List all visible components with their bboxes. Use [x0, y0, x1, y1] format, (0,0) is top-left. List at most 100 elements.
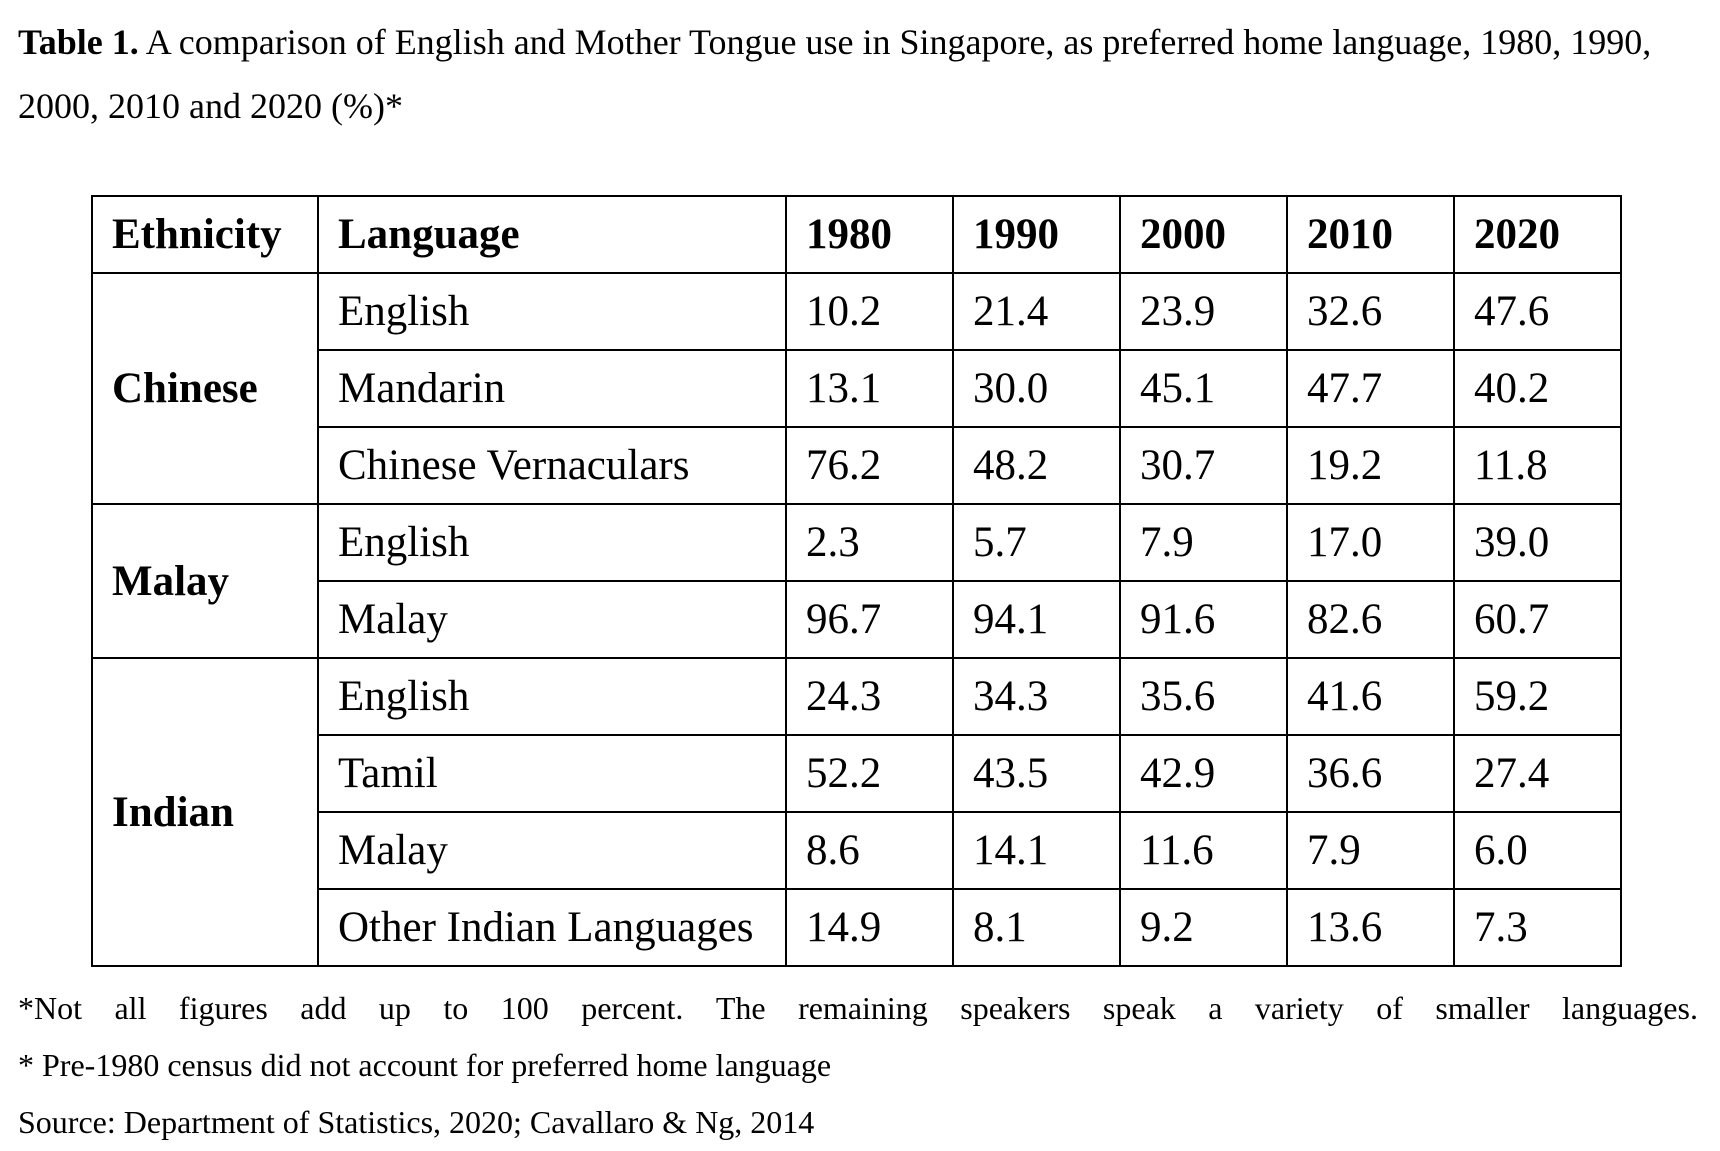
language-cell: Tamil [317, 734, 787, 813]
column-header: 2020 [1453, 195, 1622, 274]
table-row: Tamil 52.2 43.5 42.9 36.6 27.4 [92, 734, 1622, 813]
value-cell: 35.6 [1119, 657, 1288, 736]
value-cell: 76.2 [785, 426, 954, 505]
value-cell: 17.0 [1286, 503, 1455, 582]
value-cell: 94.1 [952, 580, 1121, 659]
value-cell: 23.9 [1119, 272, 1288, 351]
table-caption: Table 1. A comparison of English and Mot… [18, 10, 1698, 138]
value-cell: 59.2 [1453, 657, 1622, 736]
note-word: up [378, 990, 411, 1026]
table-row: Indian English 24.3 34.3 35.6 41.6 59.2 [91, 657, 1622, 967]
value-cell: 6.0 [1453, 811, 1622, 890]
language-table: Ethnicity Language 1980 1990 2000 2010 2020 Ch… [91, 195, 1622, 967]
table-row: Mandarin 13.1 30.0 45.1 47.7 40.2 [92, 349, 1622, 428]
value-cell: 11.8 [1453, 426, 1622, 505]
value-cell: 39.0 [1453, 503, 1622, 582]
value-cell: 60.7 [1453, 580, 1622, 659]
value-cell: 8.1 [952, 888, 1121, 967]
value-cell: 47.7 [1286, 349, 1455, 428]
ethnicity-cell: Chinese [91, 272, 319, 505]
value-cell: 30.0 [952, 349, 1121, 428]
value-cell: 45.1 [1119, 349, 1288, 428]
table-row: Malay 96.7 94.1 91.6 82.6 60.7 [92, 580, 1622, 659]
language-cell: Other Indian Languages [317, 888, 787, 967]
note-word: remaining [798, 990, 928, 1026]
note-word: speak [1102, 990, 1176, 1026]
value-cell: 14.9 [785, 888, 954, 967]
language-cell: Mandarin [317, 349, 787, 428]
value-cell: 7.3 [1453, 888, 1622, 967]
caption-label: Table 1. [18, 22, 139, 62]
value-cell: 10.2 [785, 272, 954, 351]
value-cell: 34.3 [952, 657, 1121, 736]
value-cell: 19.2 [1286, 426, 1455, 505]
note-word: percent. [581, 990, 684, 1026]
language-cell: Malay [317, 811, 787, 890]
caption-text: A comparison of English and Mother Tongu… [18, 22, 1652, 126]
value-cell: 24.3 [785, 657, 954, 736]
note-word: of [1376, 990, 1403, 1026]
table-row: Chinese Vernaculars 76.2 48.2 30.7 19.2 11.8 [92, 426, 1622, 505]
value-cell: 7.9 [1119, 503, 1288, 582]
note-word: figures [178, 990, 268, 1026]
table-body: Chinese English 10.2 21.4 23.9 32.6 47.6 Mandar… [91, 272, 1622, 967]
value-cell: 48.2 [952, 426, 1121, 505]
value-cell: 43.5 [952, 734, 1121, 813]
value-cell: 27.4 [1453, 734, 1622, 813]
note-word: all [114, 990, 147, 1026]
value-cell: 5.7 [952, 503, 1121, 582]
table-row: Malay 8.6 14.1 11.6 7.9 6.0 [92, 811, 1622, 890]
column-header: 2000 [1119, 195, 1288, 274]
value-cell: 21.4 [952, 272, 1121, 351]
note-word: *Not [18, 990, 82, 1026]
note-word: add [300, 990, 347, 1026]
table-row: Other Indian Languages 14.9 8.1 9.2 13.6 7.3 [92, 888, 1622, 967]
note-percent: *Not all figures add up to 100 percent. The remai… [18, 980, 1698, 1037]
value-cell: 36.6 [1286, 734, 1455, 813]
note-word: speakers [960, 990, 1071, 1026]
column-header: 1980 [785, 195, 954, 274]
value-cell: 52.2 [785, 734, 954, 813]
language-cell: English [317, 657, 787, 736]
table-row: Malay English 2.3 5.7 7.9 17.0 39.0 [91, 503, 1622, 659]
column-header: 1990 [952, 195, 1121, 274]
value-cell: 32.6 [1286, 272, 1455, 351]
value-cell: 47.6 [1453, 272, 1622, 351]
table-header: Ethnicity Language 1980 1990 2000 2010 2020 [91, 195, 1622, 274]
note-word: to [443, 990, 469, 1026]
value-cell: 7.9 [1286, 811, 1455, 890]
value-cell: 42.9 [1119, 734, 1288, 813]
language-cell: English [317, 503, 787, 582]
value-cell: 2.3 [785, 503, 954, 582]
value-cell: 13.6 [1286, 888, 1455, 967]
note-word: languages. [1562, 990, 1698, 1026]
note-census: * Pre-1980 census did not account for pr… [18, 1047, 832, 1083]
value-cell: 8.6 [785, 811, 954, 890]
value-cell: 91.6 [1119, 580, 1288, 659]
note-word: The [715, 990, 766, 1026]
column-header: Ethnicity [91, 195, 319, 274]
header-row: Ethnicity Language 1980 1990 2000 2010 2020 [91, 195, 1622, 274]
language-cell: Chinese Vernaculars [317, 426, 787, 505]
value-cell: 9.2 [1119, 888, 1288, 967]
note-word: variety [1254, 990, 1344, 1026]
value-cell: 11.6 [1119, 811, 1288, 890]
note-word: 100 [500, 990, 549, 1026]
note-word: smaller [1435, 990, 1530, 1026]
value-cell: 96.7 [785, 580, 954, 659]
value-cell: 13.1 [785, 349, 954, 428]
value-cell: 14.1 [952, 811, 1121, 890]
ethnicity-cell: Malay [91, 503, 319, 659]
note-source: Source: Department of Statistics, 2020; … [18, 1104, 815, 1140]
ethnicity-cell: Indian [91, 657, 319, 967]
table-row: Chinese English 10.2 21.4 23.9 32.6 47.6 [91, 272, 1622, 505]
table-notes: *Not all figures add up to 100 percent. The remai… [18, 980, 1698, 1151]
value-cell: 82.6 [1286, 580, 1455, 659]
value-cell: 40.2 [1453, 349, 1622, 428]
note-word: a [1208, 990, 1223, 1026]
value-cell: 41.6 [1286, 657, 1455, 736]
value-cell: 30.7 [1119, 426, 1288, 505]
language-cell: English [317, 272, 787, 351]
column-header: Language [317, 195, 787, 274]
column-header: 2010 [1286, 195, 1455, 274]
